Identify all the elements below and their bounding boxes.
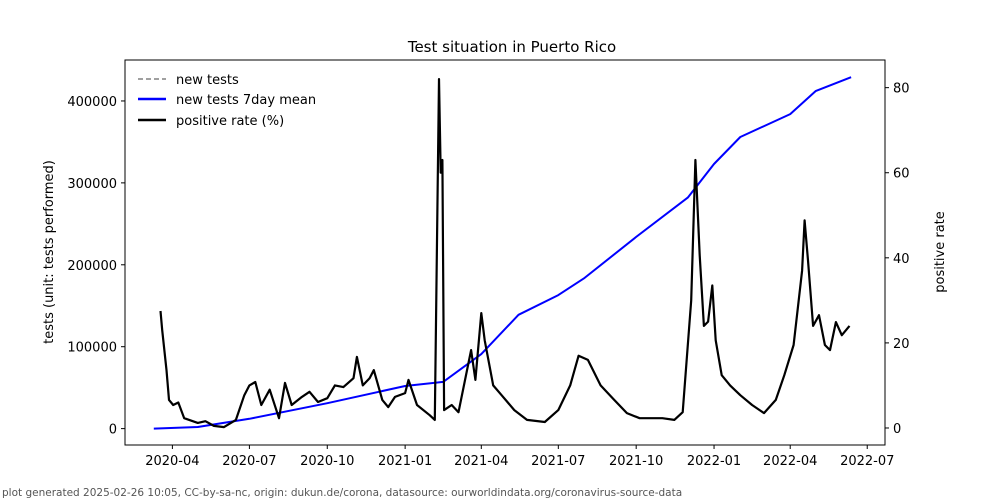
y2-tick-label: 0 (893, 422, 901, 437)
legend-label-new-tests: new tests (176, 73, 239, 88)
y2-tick-label: 20 (893, 337, 910, 352)
y2-tick-label: 80 (893, 82, 910, 97)
chart-title: Test situation in Puerto Rico (407, 38, 616, 56)
mean-tests-line (153, 76, 852, 430)
y-tick-label: 100000 (67, 341, 117, 356)
x-tick-label: 2022-01 (687, 454, 741, 469)
legend-label-positive: positive rate (%) (176, 114, 284, 129)
x-tick-label: 2020-10 (300, 454, 354, 469)
positive-rate-line (159, 77, 851, 429)
plot-area (124, 59, 886, 446)
x-tick-label: 2021-04 (454, 454, 508, 469)
x-tick-label: 2021-07 (531, 454, 585, 469)
y-tick-label: 0 (109, 423, 117, 438)
x-tick-label: 2021-01 (378, 454, 432, 469)
x-tick-label: 2022-04 (763, 454, 817, 469)
y2-tick-label: 40 (893, 252, 910, 267)
x-tick-label: 2022-07 (840, 454, 894, 469)
x-tick-label: 2020-04 (145, 454, 199, 469)
y-axis-label: tests (unit: tests performed) (42, 160, 57, 344)
y-tick-label: 400000 (67, 95, 117, 110)
y-tick-label: 200000 (67, 259, 117, 274)
footer-credit: plot generated 2025-02-26 10:05, CC-by-s… (2, 487, 683, 499)
legend: new tests new tests 7day mean positive r… (138, 73, 316, 129)
y-tick-label: 300000 (67, 177, 117, 192)
x-tick-label: 2021-10 (609, 454, 663, 469)
y2-tick-label: 60 (893, 167, 910, 182)
legend-label-mean: new tests 7day mean (176, 93, 316, 108)
x-tick-label: 2020-07 (222, 454, 276, 469)
y2-axis-label: positive rate (933, 211, 948, 293)
